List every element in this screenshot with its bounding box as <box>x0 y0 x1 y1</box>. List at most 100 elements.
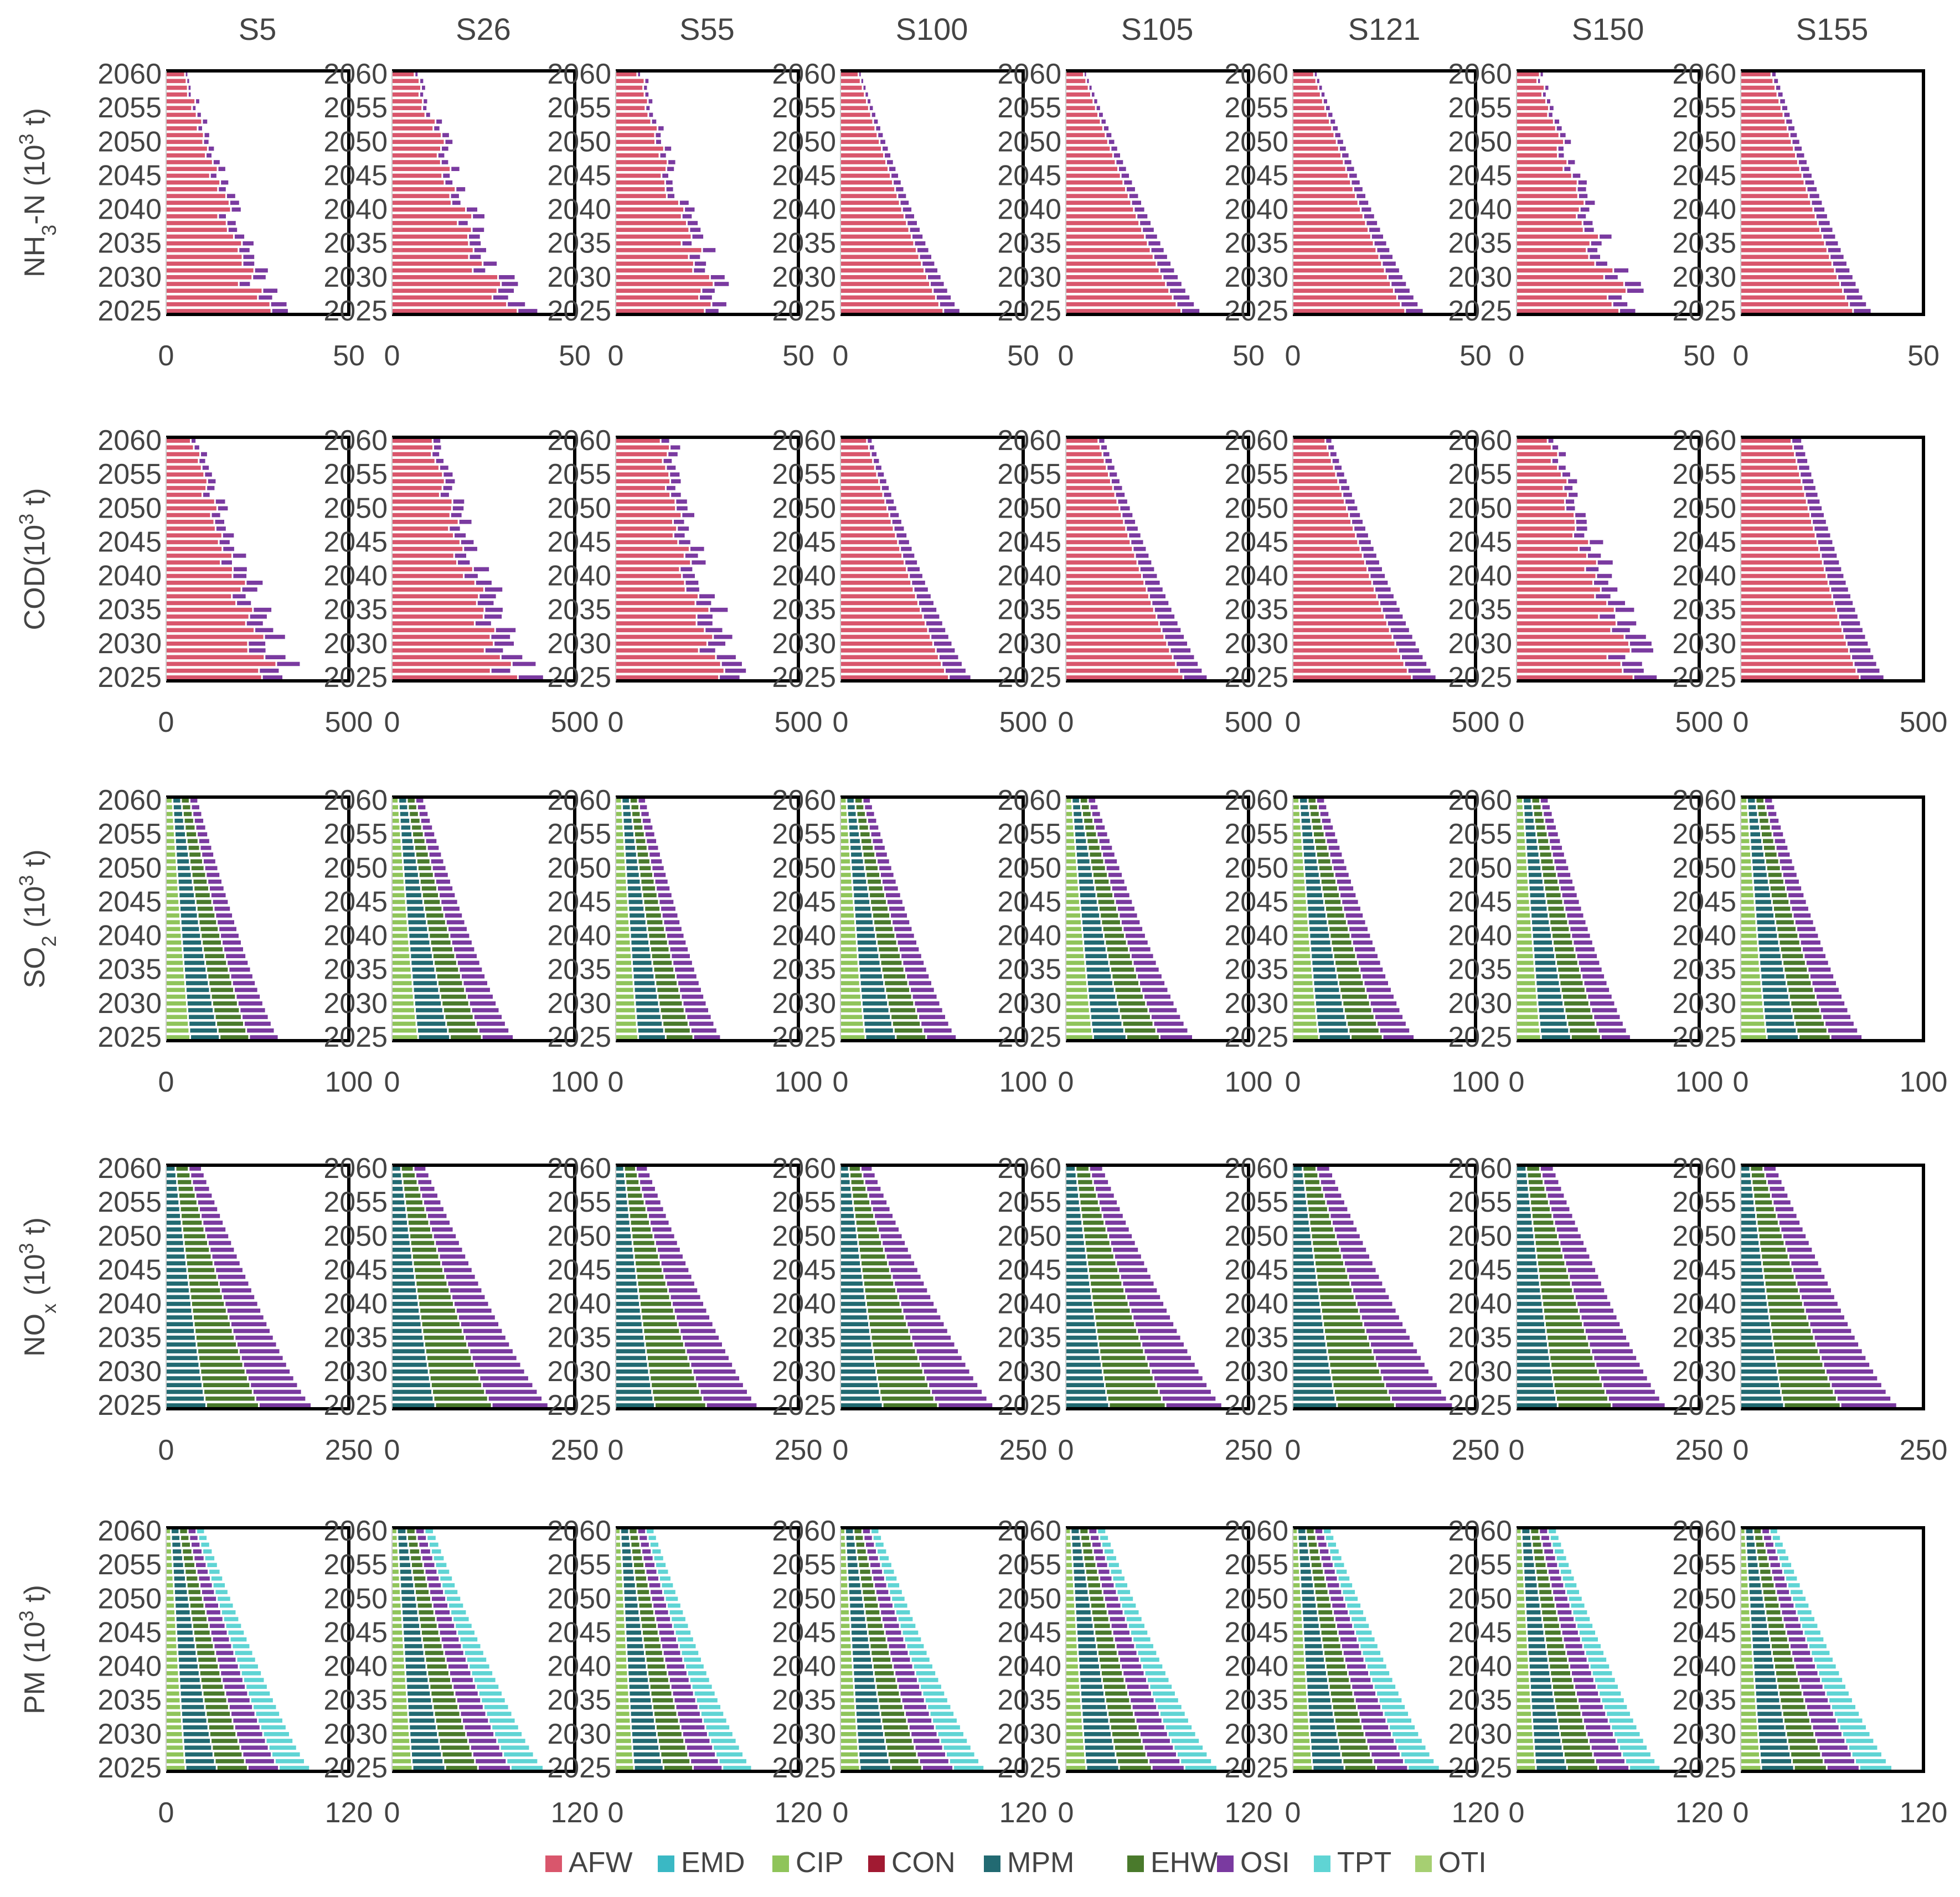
bar-so2-s121-2053-mpm <box>1303 845 1314 850</box>
bar-so2-s55-2057-cip <box>616 818 622 823</box>
bar-pm-s150-2052-ehw <box>1538 1583 1550 1588</box>
bar-pm-s5-2054-cip <box>166 1569 172 1574</box>
bar-so2-s100-2038-cip <box>840 947 857 952</box>
bar-cod-s5-2043-afw <box>166 554 231 558</box>
bar-nox-s150-2041-mpm <box>1517 1295 1541 1300</box>
x-tick-label-min: 0 <box>1733 1066 1749 1098</box>
bar-so2-s150-2026-cip <box>1517 1028 1540 1033</box>
bar-pm-s55-2045-tpt <box>675 1630 691 1635</box>
bar-pm-s121-2040-tpt <box>1367 1664 1386 1669</box>
bar-pm-s150-2031-tpt <box>1612 1725 1637 1730</box>
bar-pm-s155-2026-cip <box>1741 1759 1760 1764</box>
bar-so2-s121-2058-cip <box>1293 811 1299 816</box>
bar-so2-s155-2049-ehw <box>1768 872 1782 877</box>
bar-nox-s155-2038-ehw <box>1770 1315 1807 1320</box>
bar-pm-s100-2057-osi <box>867 1549 876 1554</box>
bar-cod-s121-2025-afw <box>1293 675 1411 680</box>
bar-so2-s5-2026-mpm <box>190 1028 217 1033</box>
bar-nox-s150-2040-mpm <box>1517 1301 1542 1306</box>
year-tick-label: 2040 <box>1448 1288 1512 1320</box>
bar-pm-s121-2045-ehw <box>1321 1630 1337 1635</box>
bar-so2-s150-2049-mpm <box>1529 872 1542 877</box>
bar-nox-s121-2052-osi <box>1333 1221 1354 1225</box>
bar-cod-s155-2031-osi <box>1845 634 1865 639</box>
bar-nox-s100-2055-mpm <box>840 1200 853 1205</box>
bar-nox-s26-2035-mpm <box>392 1335 423 1340</box>
bar-so2-s26-2053-mpm <box>403 845 414 850</box>
bar-so2-s55-2031-mpm <box>635 994 657 999</box>
bar-so2-s155-2032-mpm <box>1762 988 1787 993</box>
bar-pm-s105-2038-ehw <box>1102 1678 1124 1682</box>
bar-pm-s121-2043-osi <box>1342 1644 1359 1648</box>
bar-so2-s121-2041-mpm <box>1309 927 1328 932</box>
bar-nox-s5-2038-ehw <box>194 1315 228 1320</box>
bar-pm-s26-2048-osi <box>435 1610 450 1615</box>
bar-pm-s55-2059-osi <box>639 1536 647 1541</box>
bar-nox-s100-2036-mpm <box>840 1329 869 1333</box>
bar-pm-s26-2029-cip <box>392 1739 410 1743</box>
bar-pm-s105-2031-ehw <box>1111 1725 1137 1730</box>
bar-so2-s5-2033-ehw <box>209 981 231 985</box>
year-tick-label: 2050 <box>997 852 1061 884</box>
x-tick-label-min: 0 <box>1058 1066 1074 1098</box>
bar-so2-s26-2029-ehw <box>443 1008 471 1012</box>
bar-cod-s26-2044-osi <box>464 546 477 551</box>
bar-cod-s26-2032-afw <box>392 628 494 633</box>
bar-pm-s150-2046-tpt <box>1577 1624 1593 1629</box>
bar-pm-s121-2058-cip <box>1293 1542 1298 1547</box>
bar-cod-s155-2040-afw <box>1741 573 1826 578</box>
bar-pm-s100-2027-tpt <box>947 1752 974 1757</box>
bar-so2-s155-2048-mpm <box>1753 879 1768 884</box>
bar-nh3n-s100-2043-afw <box>840 187 895 192</box>
bar-pm-s55-2053-osi <box>648 1576 658 1581</box>
bar-so2-s121-2040-ehw <box>1330 933 1350 938</box>
year-tick-label: 2050 <box>1672 852 1736 884</box>
bar-pm-s121-2051-osi <box>1329 1590 1342 1594</box>
bar-nox-s150-2029-ehw <box>1553 1376 1600 1381</box>
bar-pm-s150-2040-mpm <box>1529 1664 1549 1669</box>
bar-nox-s105-2041-osi <box>1127 1295 1160 1300</box>
bar-so2-s155-2034-ehw <box>1786 974 1809 979</box>
bar-nh3n-s5-2056-afw <box>166 99 195 104</box>
bar-so2-s5-2040-mpm <box>182 933 200 938</box>
bar-so2-s105-2031-ehw <box>1117 994 1143 999</box>
bar-pm-s55-2048-mpm <box>625 1610 639 1615</box>
bar-so2-s155-2049-cip <box>1741 872 1752 877</box>
bar-so2-s150-2026-mpm <box>1541 1028 1569 1033</box>
bar-pm-s105-2028-osi <box>1144 1745 1173 1750</box>
bar-so2-s150-2060-mpm <box>1524 798 1531 803</box>
year-tick-label: 2035 <box>97 594 162 626</box>
bar-nh3n-s5-2030-osi <box>253 275 266 280</box>
bar-so2-s100-2049-ehw <box>866 872 880 877</box>
bar-so2-s5-2034-cip <box>166 974 184 979</box>
bar-so2-s150-2042-ehw <box>1550 920 1567 924</box>
bar-nox-s55-2057-ehw <box>627 1186 641 1191</box>
bar-nox-s100-2051-ehw <box>857 1227 878 1232</box>
bar-so2-s121-2032-mpm <box>1314 988 1339 993</box>
bar-pm-s100-2050-ehw <box>864 1596 876 1601</box>
bar-so2-s55-2044-mpm <box>629 906 644 911</box>
bar-so2-s100-2060-cip <box>840 798 846 803</box>
bar-so2-s150-2031-osi <box>1588 994 1612 999</box>
bar-so2-s150-2027-osi <box>1596 1021 1623 1026</box>
panel-frame <box>840 69 1025 316</box>
bar-pm-s150-2025-osi <box>1598 1766 1629 1770</box>
bar-pm-s150-2058-osi <box>1543 1542 1551 1547</box>
year-tick-label: 2050 <box>772 1220 836 1252</box>
bar-nox-s121-2056-osi <box>1324 1193 1342 1198</box>
bar-nh3n-s55-2029-osi <box>714 282 729 286</box>
bar-nh3n-s5-2053-afw <box>166 119 202 124</box>
bar-so2-s150-2054-cip <box>1517 839 1525 844</box>
bar-so2-s105-2038-osi <box>1129 947 1151 952</box>
x-tick-label-max: 500 <box>1452 706 1500 738</box>
year-tick-label: 2040 <box>97 1288 162 1320</box>
bar-pm-s121-2039-osi <box>1348 1671 1369 1676</box>
bar-pm-s100-2033-tpt <box>930 1712 954 1716</box>
bar-nox-s121-2041-ehw <box>1320 1295 1354 1300</box>
bar-so2-s55-2029-mpm <box>636 1008 659 1012</box>
bar-so2-s150-2027-mpm <box>1540 1021 1567 1026</box>
bar-nox-s105-2058-osi <box>1094 1180 1108 1185</box>
year-tick-label: 2060 <box>997 1515 1061 1547</box>
bar-so2-s5-2029-ehw <box>214 1008 239 1012</box>
